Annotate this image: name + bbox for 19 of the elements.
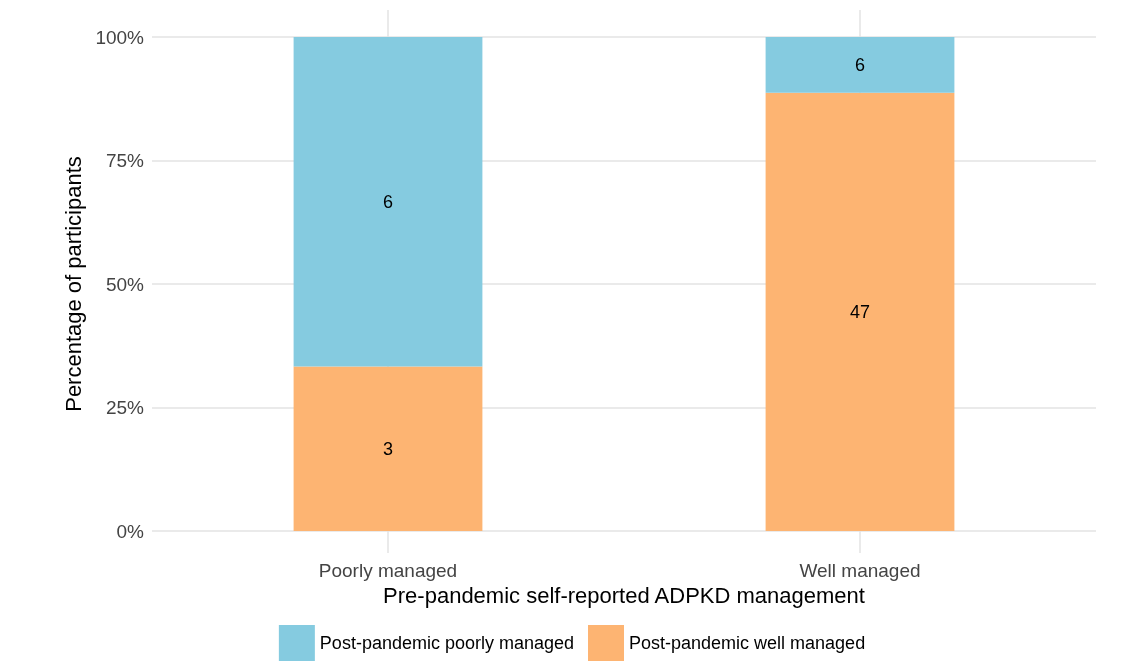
legend-label: Post-pandemic poorly managed — [319, 633, 575, 653]
y-tick-label: 0% — [116, 520, 145, 542]
y-tick-label: 75% — [105, 150, 145, 171]
y-tick-label: 50% — [105, 273, 145, 295]
bar — [293, 37, 483, 367]
y-axis-title: Percentage of participants — [61, 156, 87, 412]
legend-label: Post-pandemic well managed — [629, 633, 866, 653]
annotation: 47 — [849, 301, 871, 322]
annotation: 6 — [382, 191, 394, 212]
annotation: 3 — [382, 438, 394, 459]
x-tick-label: Well managed — [799, 560, 921, 581]
x-axis-title: Pre-pandemic self-reported ADPKD management — [383, 583, 865, 609]
bar — [765, 92, 955, 531]
y-tick-label: 100% — [95, 26, 145, 48]
bar — [293, 366, 483, 531]
y-tick-label: 25% — [105, 397, 145, 418]
annotation: 6 — [854, 54, 866, 75]
bar — [765, 37, 955, 93]
x-tick-label: Poorly managed — [318, 560, 458, 581]
